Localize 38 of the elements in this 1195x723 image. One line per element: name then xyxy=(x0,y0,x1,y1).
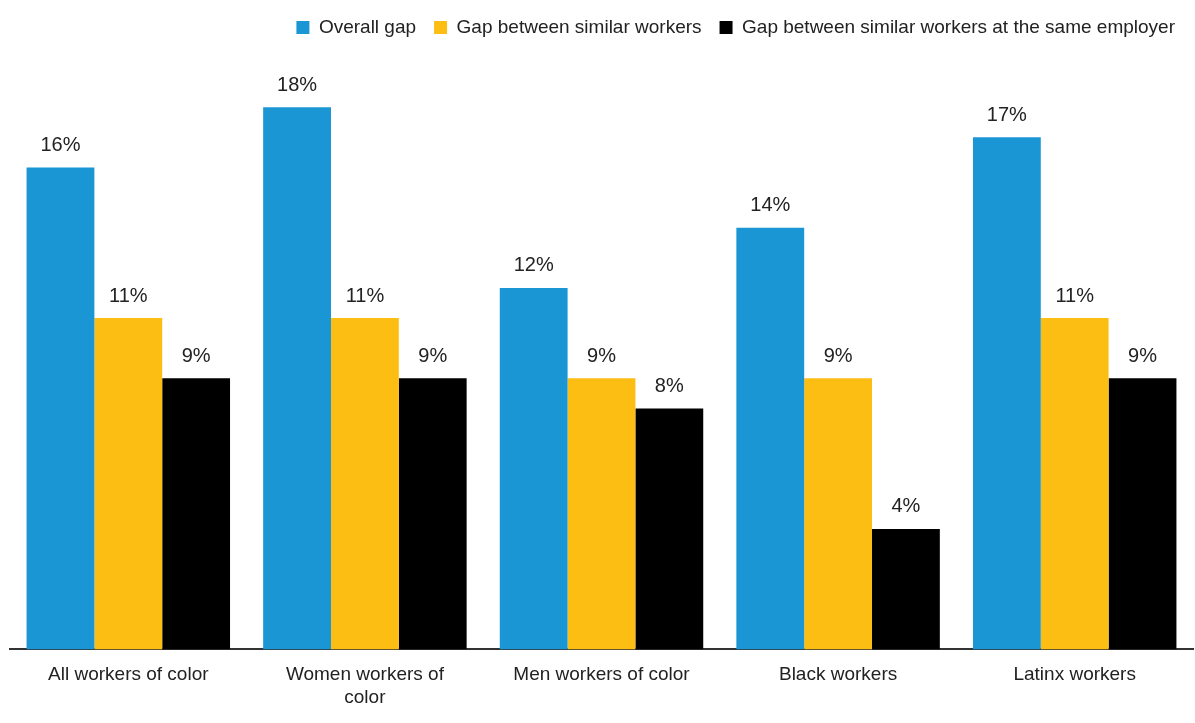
bar xyxy=(263,107,331,650)
bar xyxy=(330,318,399,650)
data-label: 17% xyxy=(986,102,1028,125)
bar xyxy=(972,137,1041,650)
data-label: 9% xyxy=(823,343,853,366)
x-tick-label: Latinx workers xyxy=(1013,663,1136,685)
bar xyxy=(499,287,568,650)
bar xyxy=(804,378,873,650)
legend-label: Gap between similar workers xyxy=(456,15,702,37)
data-label: 9% xyxy=(1128,343,1158,366)
x-tick-label: All workers of color xyxy=(48,663,210,685)
bar xyxy=(736,227,805,650)
data-label: 14% xyxy=(750,193,791,216)
x-tick-label: Women workers of color xyxy=(285,663,445,707)
x-tick-label: Men workers of color xyxy=(513,663,691,685)
data-label: 11% xyxy=(345,283,385,306)
data-label: 4% xyxy=(891,494,921,517)
data-label: 9% xyxy=(418,343,448,366)
legend-label: Gap between similar workers at the same employer xyxy=(742,15,1176,37)
data-label: 12% xyxy=(513,253,554,276)
bar xyxy=(398,378,467,650)
bar xyxy=(162,378,231,650)
legend-label: Overall gap xyxy=(318,15,417,37)
bar xyxy=(635,408,704,650)
bar xyxy=(26,167,95,650)
bar xyxy=(872,528,940,650)
x-tick-label: Black workers xyxy=(778,663,898,685)
bar xyxy=(567,378,636,650)
data-label: 11% xyxy=(109,283,148,306)
bar xyxy=(94,318,163,650)
data-label: 16% xyxy=(40,133,81,155)
data-label: 8% xyxy=(654,373,684,396)
data-label: 18% xyxy=(277,72,318,95)
data-label: 9% xyxy=(181,343,211,366)
data-label: 11% xyxy=(1055,283,1095,306)
bar xyxy=(1040,318,1109,650)
bar xyxy=(1108,378,1177,650)
data-label: 9% xyxy=(587,343,617,366)
